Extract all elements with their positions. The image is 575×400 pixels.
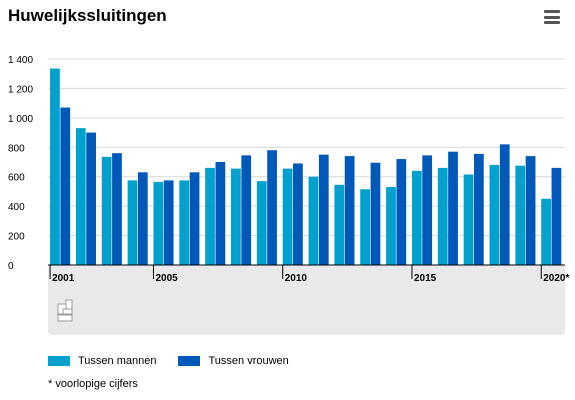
bar-tussen-mannen (334, 184, 345, 265)
y-tick-label: 1 200 (8, 84, 33, 95)
menu-icon-line (544, 15, 560, 19)
legend-swatch-series-1 (48, 356, 70, 366)
bar-tussen-vrouwen (422, 155, 433, 265)
legend-label-series-1: Tussen mannen (78, 355, 157, 367)
bar-tussen-vrouwen (267, 150, 277, 265)
bar-tussen-mannen (153, 181, 164, 265)
bar-tussen-mannen (541, 198, 551, 265)
bar-tussen-vrouwen (370, 162, 381, 265)
y-tick-label: 0 (8, 261, 14, 272)
bar-tussen-mannen (256, 181, 267, 265)
bar-tussen-mannen (515, 165, 526, 265)
bar-tussen-mannen (489, 164, 500, 265)
bar-tussen-vrouwen (60, 107, 71, 265)
legend-item-series-2[interactable]: Tussen vrouwen (178, 355, 289, 367)
bar-tussen-mannen (50, 68, 60, 265)
cbs-logo-icon (57, 299, 73, 322)
legend-label-series-2: Tussen vrouwen (208, 355, 289, 367)
bar-tussen-vrouwen (112, 153, 122, 265)
menu-icon-line (544, 10, 560, 13)
x-tick-label: 2001 (52, 273, 75, 284)
bar-tussen-vrouwen (215, 162, 226, 265)
bar-tussen-vrouwen (551, 167, 562, 265)
y-tick-label: 1 000 (8, 114, 33, 125)
bar-tussen-vrouwen (137, 172, 148, 265)
y-tick-label: 400 (8, 202, 25, 213)
bar-tussen-vrouwen (499, 144, 510, 265)
x-tick-label: 2010 (285, 273, 308, 284)
bar-tussen-mannen (411, 170, 422, 265)
y-tick-label: 600 (8, 173, 25, 184)
bar-tussen-vrouwen (189, 172, 200, 265)
bar-tussen-vrouwen (293, 163, 303, 265)
bar-tussen-mannen (205, 167, 215, 265)
logo-block (62, 308, 73, 315)
bar-tussen-vrouwen (86, 132, 96, 265)
axis-panel (48, 265, 565, 335)
bar-tussen-mannen (127, 180, 138, 265)
hamburger-menu-icon[interactable] (544, 10, 560, 24)
bar-tussen-vrouwen (474, 153, 484, 265)
logo-block (57, 314, 73, 322)
x-tick-label: 2020* (543, 273, 569, 284)
chart-title: Huwelijkssluitingen (8, 6, 167, 25)
bar-tussen-mannen (179, 180, 190, 265)
bar-tussen-mannen (231, 168, 241, 265)
footnote: * voorlopige cijfers (48, 378, 138, 390)
chart-legend: Tussen mannen Tussen vrouwen (48, 355, 311, 367)
bar-tussen-mannen (386, 187, 396, 265)
bar-tussen-mannen (308, 176, 319, 265)
bar-tussen-vrouwen (525, 156, 536, 265)
menu-icon-line (544, 21, 560, 24)
y-tick-label: 200 (8, 232, 25, 243)
x-tick-label: 2005 (155, 273, 178, 284)
y-tick-label: 800 (8, 143, 25, 154)
bar-tussen-mannen (360, 189, 371, 265)
bar-tussen-mannen (75, 128, 86, 265)
y-tick-label: 1 400 (8, 55, 33, 66)
legend-item-series-1[interactable]: Tussen mannen (48, 355, 156, 367)
bar-tussen-mannen (437, 167, 448, 265)
bar-tussen-vrouwen (448, 151, 458, 265)
bar-tussen-vrouwen (344, 156, 355, 265)
bar-tussen-vrouwen (163, 180, 174, 265)
x-tick-label: 2015 (414, 273, 437, 284)
bar-tussen-vrouwen (318, 154, 329, 265)
bar-tussen-mannen (282, 168, 293, 265)
legend-swatch-series-2 (178, 356, 201, 366)
bar-tussen-mannen (101, 156, 112, 265)
bar-tussen-vrouwen (241, 155, 252, 265)
bar-tussen-mannen (463, 174, 474, 265)
bar-chart: 0 200 400 600 800 1 000 1 200 1 400 2001 2005 2010… (8, 55, 569, 335)
bar-tussen-vrouwen (396, 159, 407, 265)
